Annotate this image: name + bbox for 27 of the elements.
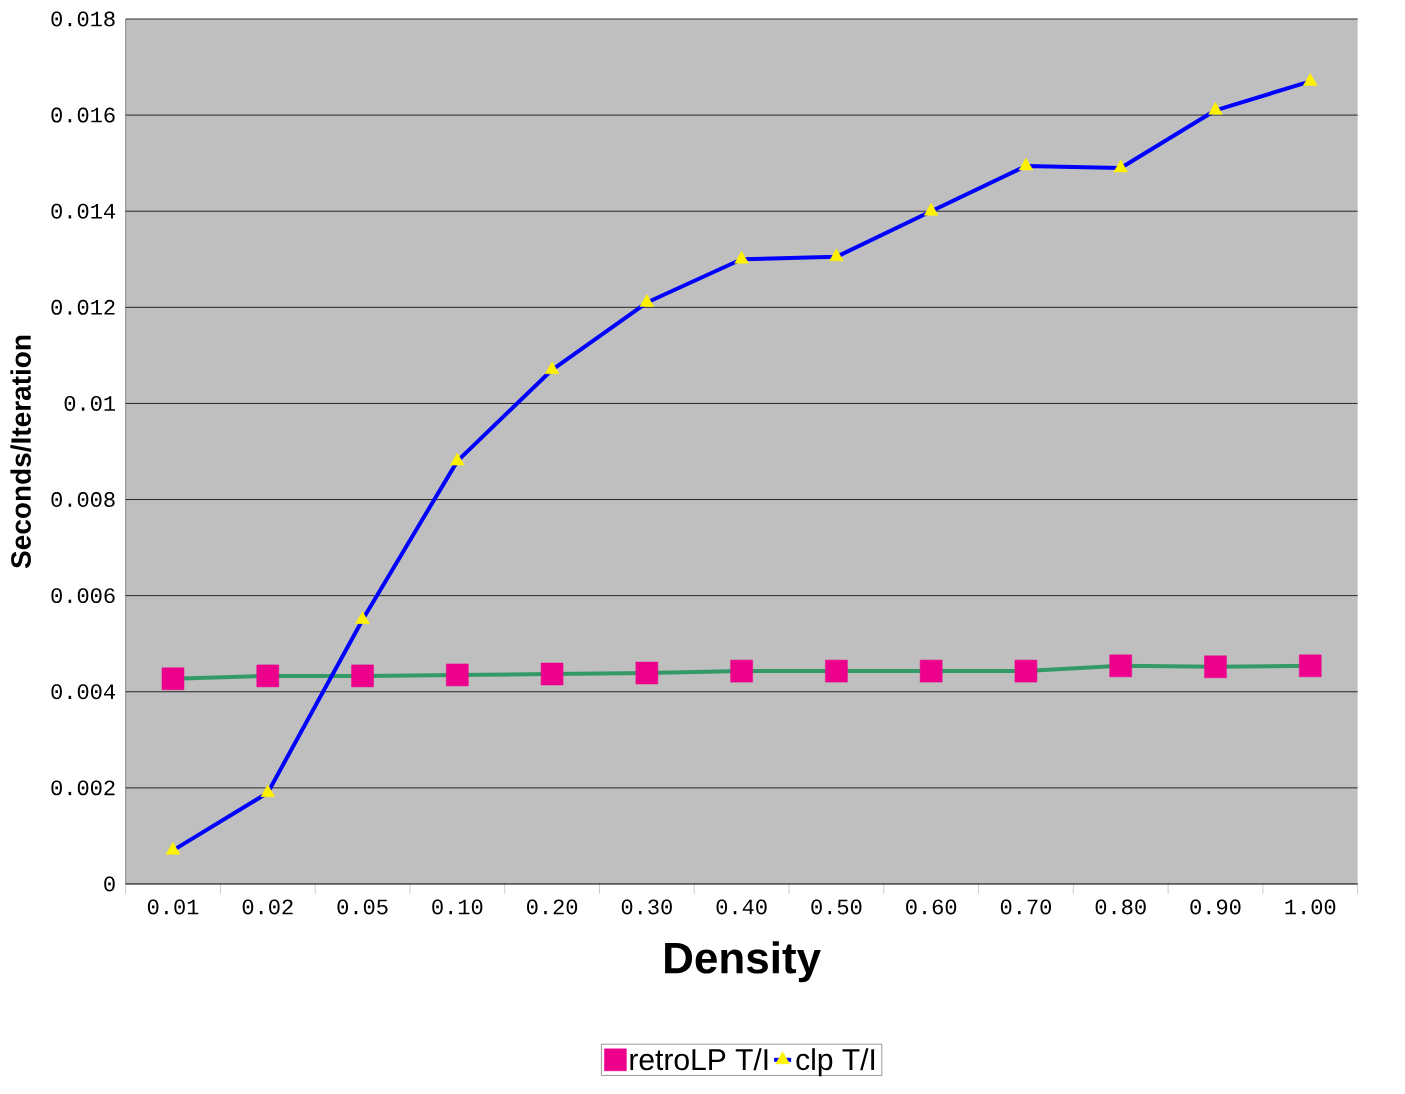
y-tick-label: 0.018 — [51, 11, 115, 27]
x-tick-label: 1.00 — [1285, 899, 1336, 915]
y-tick-label: 0.014 — [51, 203, 115, 219]
x-tick-label: 0.20 — [527, 899, 578, 915]
x-tick-label: 0.60 — [906, 899, 957, 915]
y-tick-label: 0.01 — [64, 395, 116, 411]
y-tick-label: 0.006 — [51, 588, 115, 604]
x-tick-label: 0.30 — [621, 899, 672, 915]
x-tick-label: 0.50 — [811, 899, 862, 915]
y-tick-label: 0.012 — [51, 299, 115, 315]
x-tick-label: 0.01 — [147, 899, 199, 915]
x-tick-label: 0.80 — [1095, 899, 1146, 915]
x-tick-label: 0.70 — [1000, 899, 1051, 915]
x-tick-label: 0.90 — [1190, 899, 1241, 915]
x-tick-label: 0.05 — [337, 899, 388, 915]
y-tick-label: 0.004 — [51, 684, 115, 700]
x-axis-title: Density — [665, 941, 821, 983]
y-tick-label: 0 — [104, 876, 115, 892]
legend-label: retroLP T/I — [630, 1048, 768, 1071]
x-tick-label: 0.40 — [716, 899, 767, 915]
x-tick-label: 0.10 — [432, 899, 483, 915]
legend-label: clp T/I — [796, 1048, 875, 1077]
y-axis-title: Seconds/Iteration — [10, 335, 32, 569]
y-tick-label: 0.016 — [51, 107, 115, 123]
y-tick-label: 0.002 — [51, 780, 115, 796]
y-tick-label: 0.008 — [51, 492, 115, 508]
x-tick-label: 0.02 — [242, 899, 293, 915]
